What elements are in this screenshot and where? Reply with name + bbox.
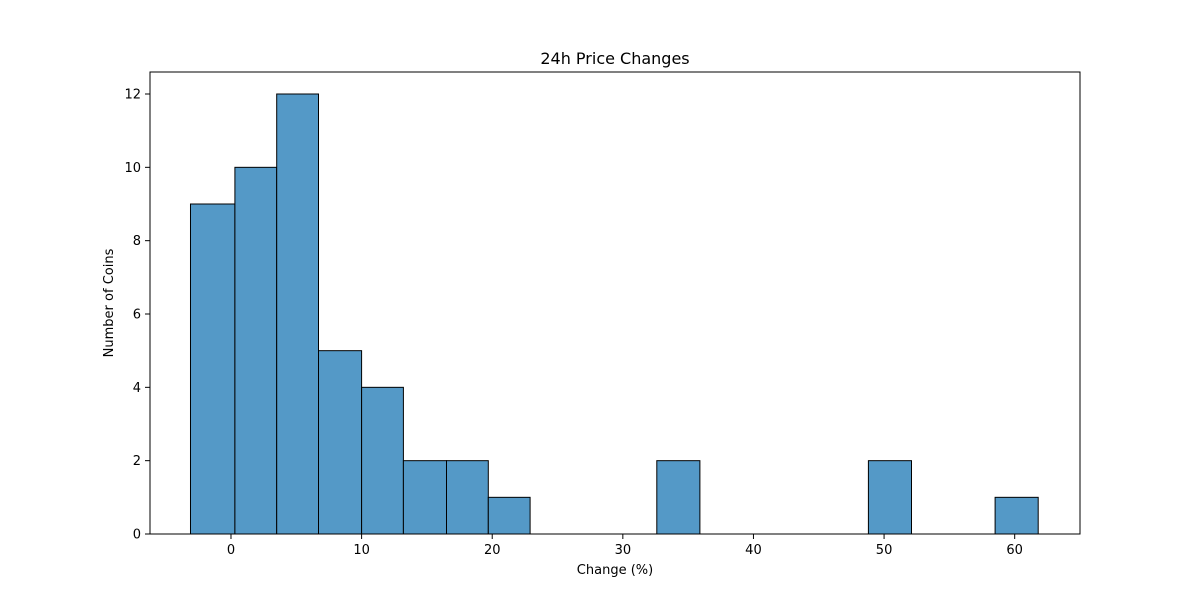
- x-tick-label: 0: [227, 543, 235, 558]
- y-axis-label: Number of Coins: [102, 248, 117, 357]
- histogram-bar: [994, 496, 1039, 535]
- histogram-bar: [234, 166, 278, 535]
- y-tick-label: 12: [124, 88, 141, 103]
- histogram-bar: [656, 460, 701, 535]
- y-tick-label: 8: [133, 234, 141, 249]
- histogram-bar: [318, 350, 363, 535]
- y-tick-label: 0: [133, 528, 141, 543]
- histogram-bar: [189, 203, 236, 535]
- y-tick-label: 2: [133, 454, 141, 469]
- histogram-bar: [276, 93, 320, 535]
- y-axis-ticks: 0 2 4 6 8 10 12: [124, 88, 150, 543]
- y-tick-label: 4: [133, 381, 141, 396]
- chart-title: 24h Price Changes: [540, 49, 689, 68]
- x-tick-label: 50: [876, 543, 893, 558]
- x-tick-label: 40: [745, 543, 762, 558]
- x-tick-label: 60: [1006, 543, 1023, 558]
- x-tick-label: 20: [484, 543, 501, 558]
- plot-frame: [149, 71, 1081, 535]
- histogram-bar: [402, 460, 447, 535]
- y-tick-label: 10: [124, 161, 141, 176]
- histogram-bar: [487, 496, 531, 535]
- x-axis-label: Change (%): [577, 563, 653, 578]
- x-axis-ticks: 0 10 20 30 40 50 60: [227, 534, 1023, 558]
- bars-group: [189, 93, 1039, 535]
- x-tick-label: 10: [353, 543, 370, 558]
- y-tick-label: 6: [133, 308, 141, 323]
- x-tick-label: 30: [615, 543, 632, 558]
- histogram-bar: [446, 460, 489, 535]
- histogram-bar: [867, 460, 913, 535]
- histogram-bar: [361, 386, 404, 535]
